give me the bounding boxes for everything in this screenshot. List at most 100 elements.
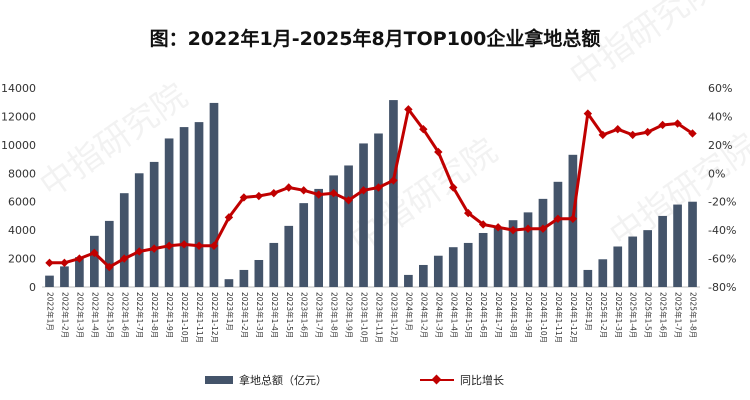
x-tick-label: 2024年1-10月 (539, 292, 549, 343)
legend-bar-swatch (205, 376, 233, 384)
x-tick-label: 2023年1-4月 (270, 292, 280, 338)
bar (90, 235, 99, 287)
growth-point (643, 127, 652, 137)
bar (523, 212, 533, 287)
growth-point (239, 193, 249, 202)
growth-point (553, 214, 563, 223)
growth-point (434, 147, 443, 157)
x-tick-label: 2022年1-8月 (150, 292, 160, 338)
growth-point (314, 190, 323, 199)
y-left-tick-label: 6000 (8, 196, 36, 209)
x-tick-label: 2023年1-11月 (374, 292, 384, 343)
growth-point (90, 248, 99, 258)
y-right-tick-label: 60% (708, 82, 732, 95)
bar (119, 193, 129, 287)
bar (164, 138, 174, 287)
bar (433, 255, 443, 287)
x-tick-label: 2025年1月 (584, 292, 594, 331)
x-tick-label: 2022年1-6月 (120, 292, 130, 338)
growth-point (120, 254, 129, 263)
bar (239, 269, 249, 287)
x-tick-label: 2024年1-11月 (554, 292, 564, 343)
y-right-tick-label: -60% (708, 253, 736, 266)
y-left-tick-label: 12000 (1, 110, 36, 123)
x-tick-label: 2023年1-10月 (360, 292, 370, 343)
y-left-tick-label: 10000 (1, 139, 36, 152)
bar (374, 133, 383, 287)
legend-bar-label: 拿地总额（亿元） (239, 374, 327, 387)
x-tick-label: 2023年1-8月 (330, 292, 340, 338)
bar (538, 198, 548, 287)
x-tick-label: 2025年1-8月 (689, 292, 699, 338)
y-right-tick-label: -20% (708, 196, 736, 209)
bar (104, 220, 114, 287)
y-right-tick-label: -80% (708, 281, 736, 294)
x-tick-label: 2023年1-5月 (285, 292, 295, 338)
growth-point (538, 224, 548, 233)
x-tick-label: 2022年1-9月 (165, 292, 175, 338)
x-tick-label: 2024年1-12月 (569, 292, 579, 343)
growth-point (179, 240, 189, 249)
growth-point (299, 186, 308, 195)
bar (284, 225, 294, 287)
x-tick-label: 2025年1-6月 (659, 292, 669, 338)
bar (493, 227, 503, 287)
growth-point (209, 241, 219, 250)
x-tick-label: 2022年1-3月 (75, 292, 85, 338)
growth-point (135, 247, 144, 256)
x-tick-label: 2023年1-9月 (345, 292, 355, 338)
watermark-text: 中指研究院 (563, 0, 725, 96)
growth-point (344, 196, 353, 205)
x-tick-label: 2024年1-4月 (449, 292, 459, 338)
x-tick-label: 2023年1月 (225, 292, 235, 331)
bar (598, 259, 608, 287)
x-tick-label: 2022年1-11月 (195, 292, 205, 343)
bar (179, 127, 189, 287)
bar (359, 143, 368, 287)
bar (299, 203, 309, 287)
growth-point (583, 109, 593, 118)
growth-point (359, 186, 368, 195)
growth-point (598, 130, 607, 140)
bar (209, 102, 219, 287)
x-tick-label: 2025年1-7月 (674, 292, 684, 338)
x-tick-label: 2024年1-5月 (464, 292, 474, 338)
bar (463, 242, 473, 287)
growth-point (568, 214, 578, 223)
bar (613, 246, 623, 287)
growth-point (329, 188, 338, 198)
y-left-tick-label: 14000 (1, 82, 36, 95)
x-tick-label: 2023年1-6月 (300, 292, 310, 338)
bar (45, 275, 54, 287)
bar (404, 274, 413, 287)
x-tick-label: 2022年1-10月 (180, 292, 190, 343)
x-tick-label: 2025年1-5月 (644, 292, 654, 338)
growth-point (149, 244, 159, 253)
growth-point (688, 129, 697, 138)
bar (628, 236, 638, 287)
growth-point (493, 223, 503, 232)
growth-point (658, 120, 667, 130)
growth-point (284, 183, 293, 192)
x-tick-label: 2023年1-3月 (255, 292, 265, 338)
growth-point (60, 258, 69, 268)
growth-point (478, 220, 488, 229)
bar (643, 230, 652, 287)
growth-point (164, 241, 174, 250)
x-tick-label: 2024年1-7月 (494, 292, 504, 338)
growth-point (194, 241, 204, 250)
growth-point (75, 254, 84, 263)
x-tick-label: 2023年1-12月 (389, 292, 399, 343)
x-tick-label: 2024年1-9月 (524, 292, 534, 338)
x-tick-label: 2022年1-2月 (60, 292, 70, 338)
growth-point (269, 188, 278, 198)
x-tick-label: 2022年1月 (45, 292, 55, 331)
y-left-tick-label: 2000 (8, 253, 36, 266)
bar (329, 175, 338, 287)
bar (194, 122, 204, 287)
growth-point (449, 183, 458, 192)
bar (658, 215, 667, 287)
bar (314, 188, 323, 287)
growth-point (628, 130, 637, 140)
growth-point (508, 225, 518, 235)
